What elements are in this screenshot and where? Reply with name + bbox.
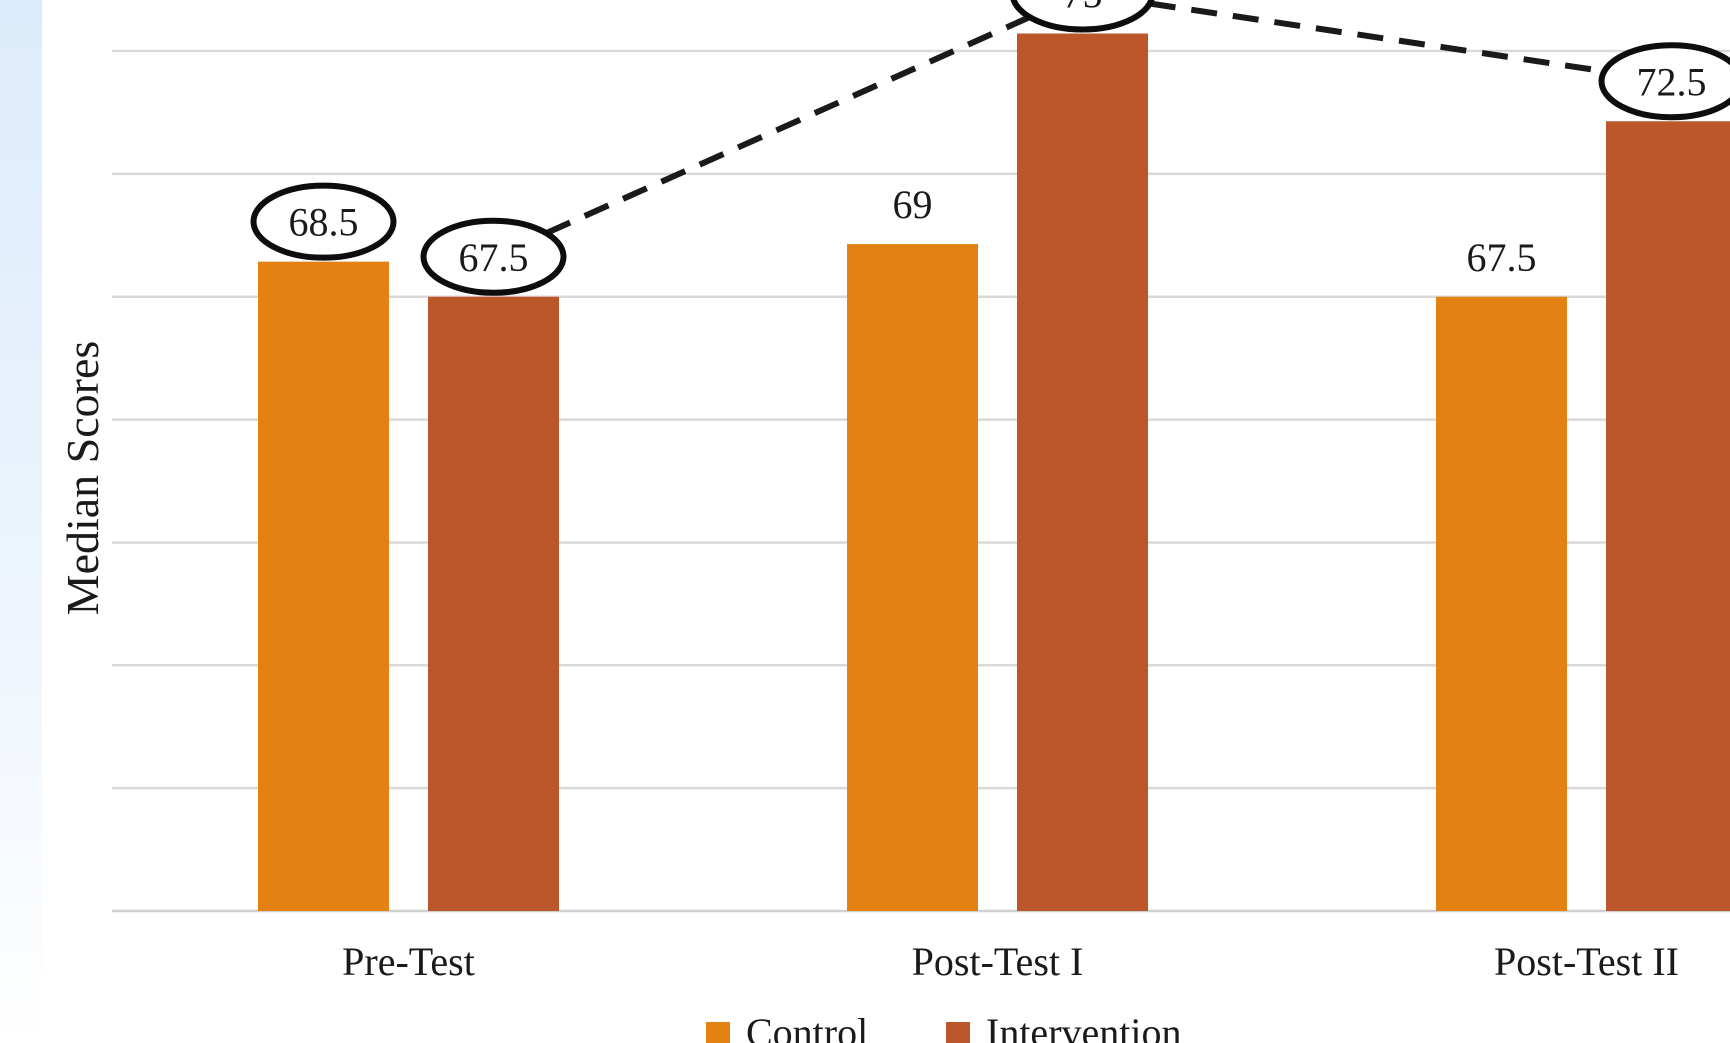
- bar-control-0: [258, 261, 389, 911]
- x-tick-label-2: Post-Test II: [1494, 939, 1679, 984]
- x-tick-label-1: Post-Test I: [912, 939, 1084, 984]
- x-axis-ticks: Pre-Test Post-Test I Post-Test II: [342, 939, 1679, 984]
- legend-label-intervention: Intervention: [986, 1010, 1182, 1043]
- bar-intervention-0: [428, 296, 559, 911]
- trend-line: [545, 0, 1605, 236]
- data-label-control-0: 68.5: [289, 200, 359, 245]
- bar-control-1: [847, 244, 978, 912]
- bar-control-2: [1436, 296, 1567, 911]
- label-highlight-control-0: [250, 182, 397, 261]
- trend-segment-1: [1149, 0, 1605, 75]
- x-tick-label-0: Pre-Test: [342, 939, 475, 984]
- trend-segment-0: [545, 14, 1031, 236]
- y-axis-label: Median Scores: [57, 341, 108, 616]
- legend-swatch-intervention: [946, 1022, 970, 1043]
- bar-intervention-1: [1017, 33, 1148, 911]
- bars: [258, 33, 1730, 912]
- legend-swatch-control: [706, 1022, 730, 1043]
- label-highlight-intervention-1: [1010, 0, 1155, 33]
- label-highlight-intervention-2: [1598, 42, 1730, 121]
- data-label-control-2: 67.5: [1467, 235, 1537, 280]
- legend-label-control: Control: [746, 1010, 868, 1043]
- data-label-intervention-1: 75: [1063, 0, 1103, 17]
- bar-intervention-2: [1606, 121, 1730, 911]
- legend: Control Intervention: [706, 1010, 1182, 1043]
- page-left-decoration: [0, 0, 42, 1043]
- data-label-control-1: 69: [893, 182, 933, 227]
- data-label-intervention-2: 72.5: [1637, 59, 1707, 104]
- label-highlight-intervention-0: [420, 217, 567, 296]
- data-label-intervention-0: 67.5: [459, 235, 529, 280]
- data-labels: 68.5 69 67.5 67.5 75 72.5: [250, 0, 1730, 296]
